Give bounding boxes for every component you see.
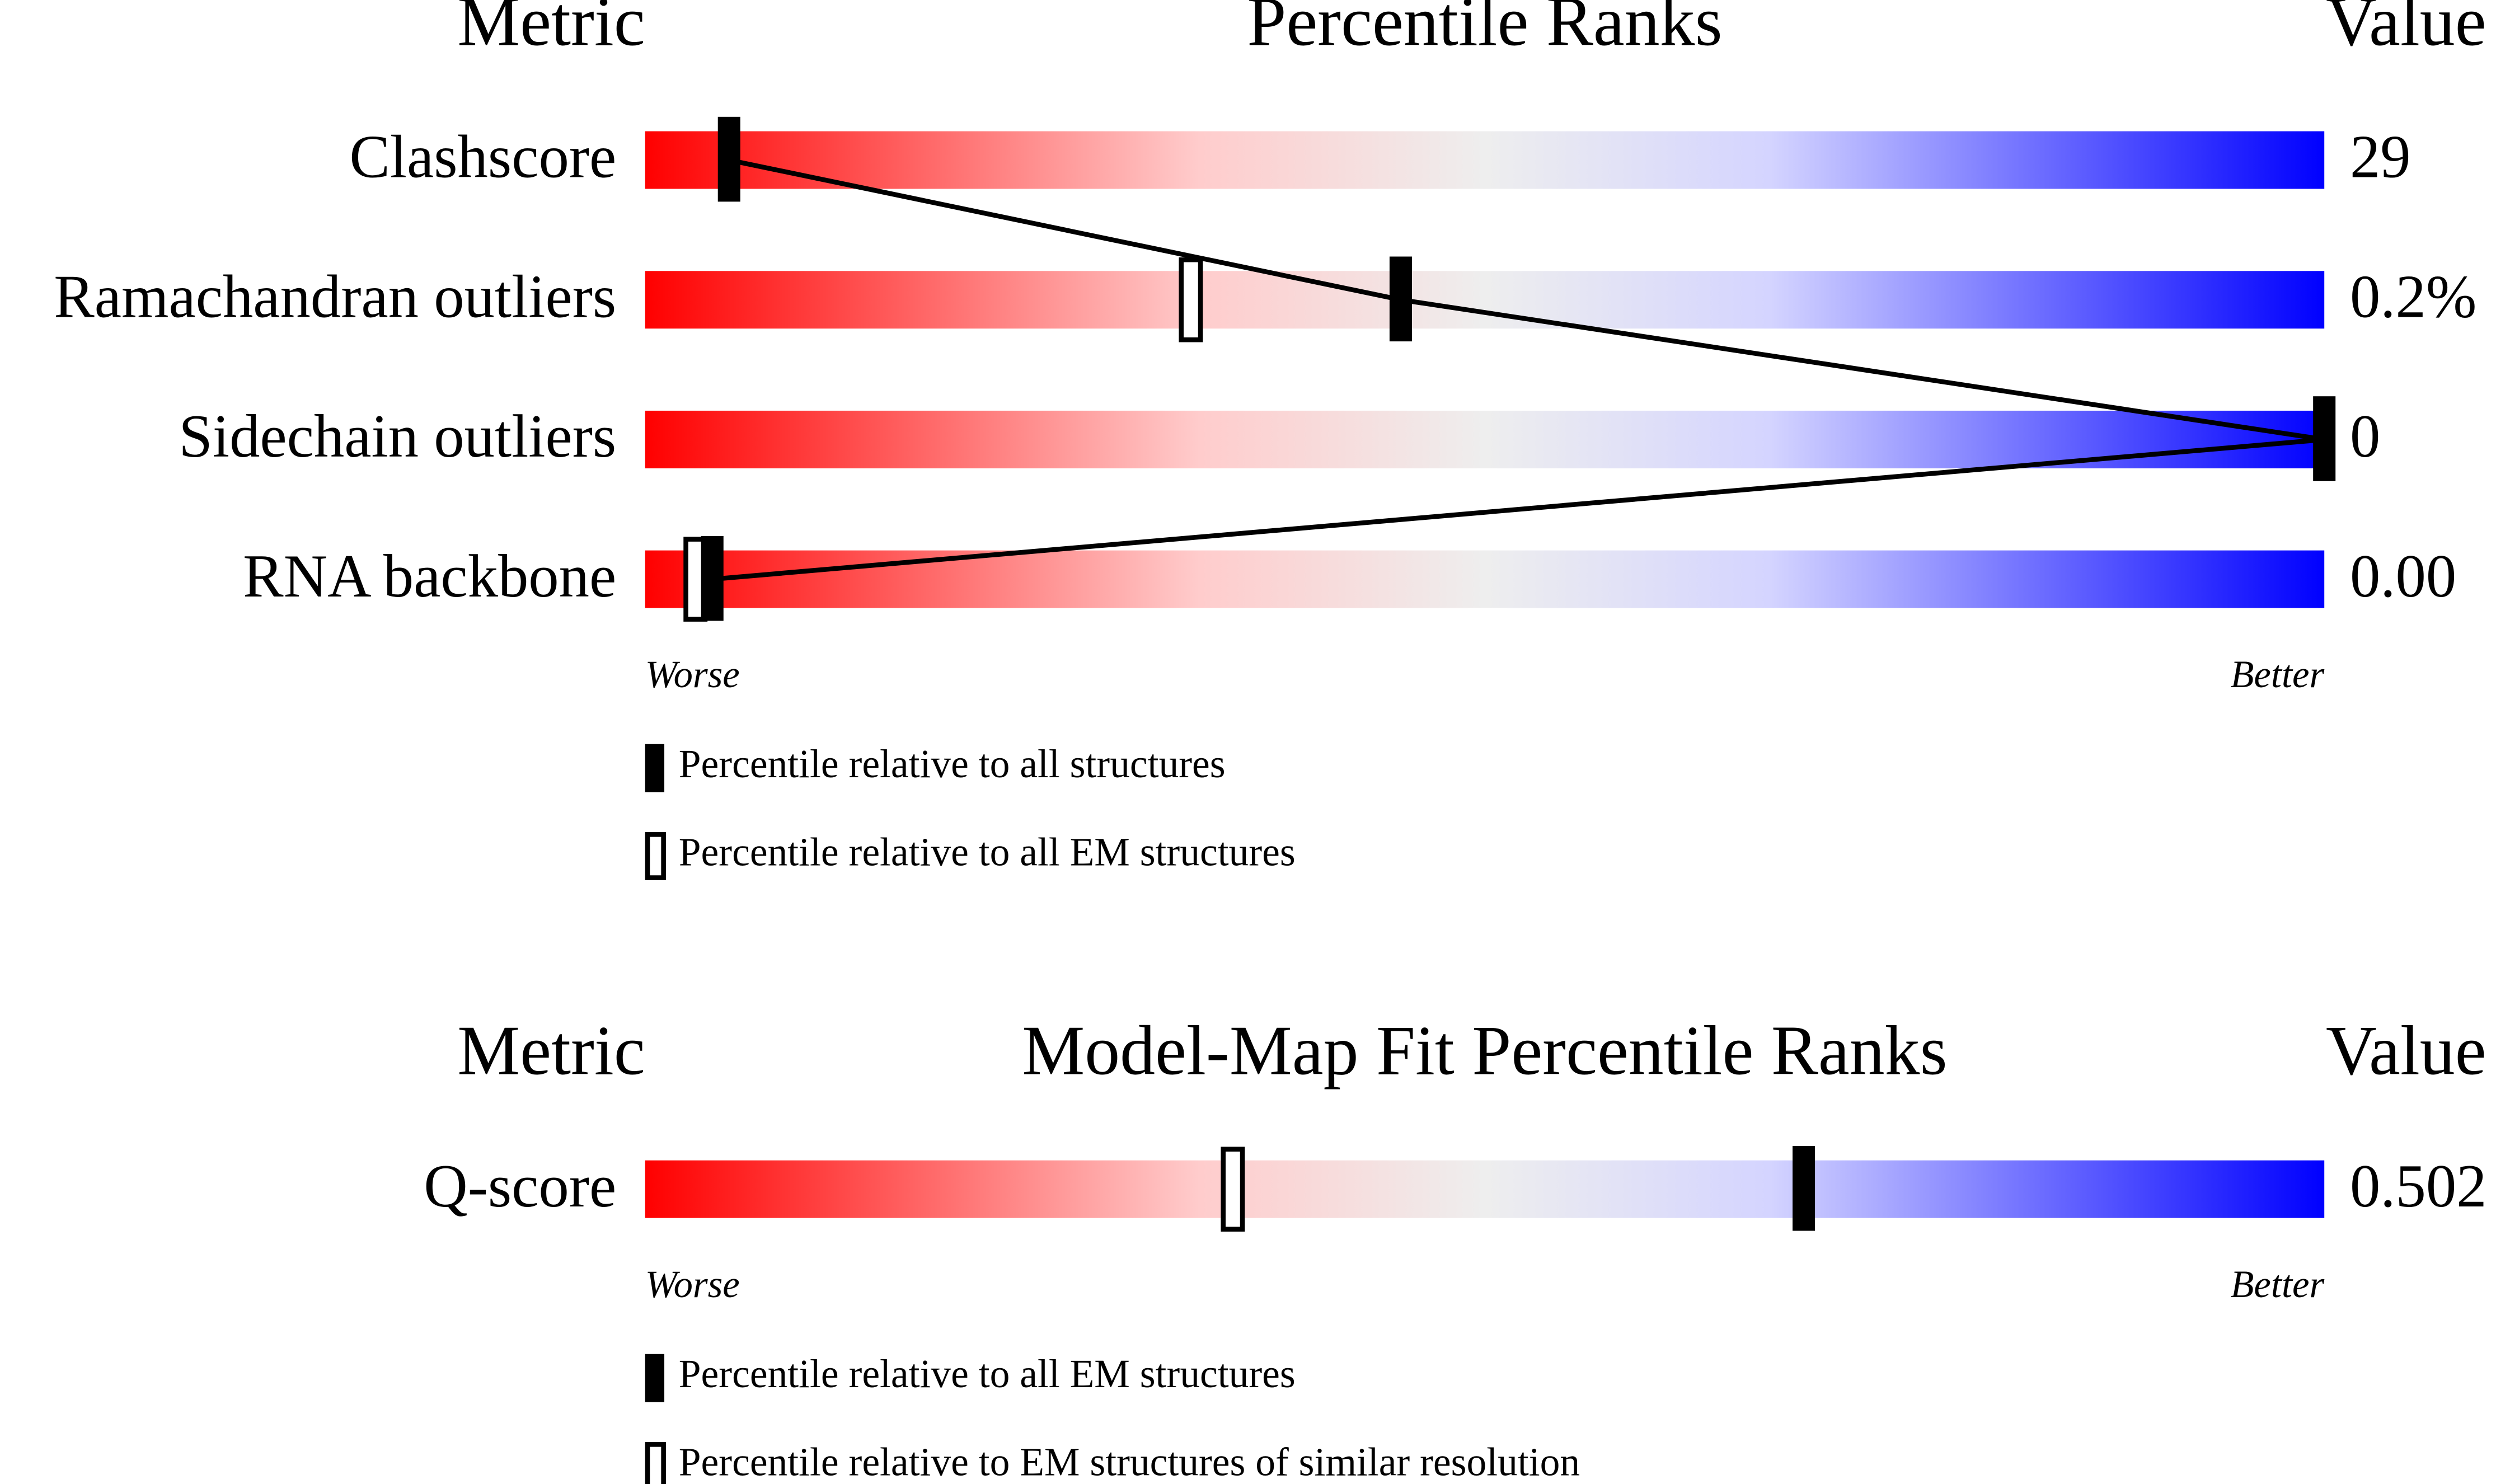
all-percentile-marker xyxy=(1389,256,1412,342)
legend-filled-text: Percentile relative to all EM structures xyxy=(679,1352,1296,1396)
all-percentile-marker xyxy=(717,116,740,202)
better-label: Better xyxy=(2231,653,2325,696)
metric-value: 0.00 xyxy=(2350,542,2456,610)
slider-bar xyxy=(645,550,2325,608)
legend-open-swatch xyxy=(645,832,666,880)
em-percentile-marker xyxy=(1221,1147,1245,1232)
legend-filled-swatch xyxy=(645,1354,665,1402)
legend-open-text: Percentile relative to EM structures of … xyxy=(679,1440,1580,1484)
slider-bar xyxy=(645,410,2325,468)
header-metric: Metric xyxy=(457,1012,645,1089)
metric-label: Q-score xyxy=(424,1152,616,1220)
legend-filled-text: Percentile relative to all structures xyxy=(679,742,1226,786)
slider-bar xyxy=(645,271,2325,329)
all-percentile-marker xyxy=(701,536,724,621)
metric-label: Ramachandran outliers xyxy=(54,262,616,330)
legend-filled-swatch xyxy=(645,744,665,792)
header-value: Value xyxy=(2326,1012,2486,1089)
better-label: Better xyxy=(2231,1263,2325,1305)
slider-bar xyxy=(645,1160,2325,1218)
all-percentile-marker xyxy=(2313,396,2336,481)
header-metric: Metric xyxy=(457,0,645,60)
metric-label: Sidechain outliers xyxy=(179,402,616,470)
all-percentile-marker xyxy=(1793,1145,1815,1231)
metric-value: 0 xyxy=(2350,402,2380,470)
slider-bar xyxy=(645,131,2325,189)
metric-label: RNA backbone xyxy=(243,542,616,610)
em-percentile-marker xyxy=(1179,257,1203,342)
metric-label: Clashscore xyxy=(349,123,616,191)
legend-open-swatch xyxy=(645,1442,666,1484)
metric-value: 0.2% xyxy=(2350,262,2476,330)
header-title: Percentile Ranks xyxy=(1247,0,1722,60)
header-title: Model-Map Fit Percentile Ranks xyxy=(1022,1012,1947,1089)
metric-value: 29 xyxy=(2350,123,2411,191)
metric-value: 0.502 xyxy=(2350,1152,2487,1220)
header-value: Value xyxy=(2326,0,2486,60)
connector-line xyxy=(712,157,2325,582)
worse-label: Worse xyxy=(645,653,740,696)
legend-open-text: Percentile relative to all EM structures xyxy=(679,830,1296,874)
worse-label: Worse xyxy=(645,1263,740,1305)
